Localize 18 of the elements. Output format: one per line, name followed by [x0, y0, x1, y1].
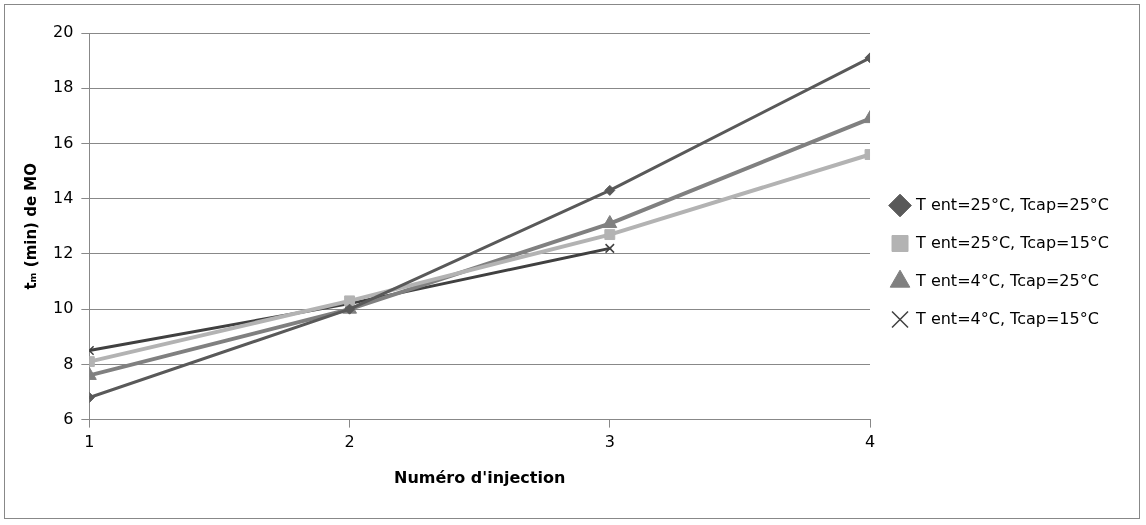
x-tick-label: 2: [344, 432, 355, 452]
y-tick-label: 20: [53, 22, 74, 42]
y-axis-title: tₘ (min) de MO: [21, 163, 40, 290]
y-tick-label: 12: [53, 243, 74, 263]
y-tick-label: 14: [53, 187, 74, 207]
x-tick-label: 1: [84, 432, 95, 452]
y-tick-label: 8: [63, 353, 74, 373]
x-tick-label: 4: [864, 432, 876, 452]
legend-label: T ent=4°C, Tcap=15°C: [915, 308, 1099, 328]
legend-label: T ent=25°C, Tcap=25°C: [915, 194, 1110, 214]
y-tick-label: 6: [63, 408, 74, 428]
x-axis-title: Numéro d'injection: [394, 467, 566, 487]
legend-label: T ent=25°C, Tcap=15°C: [915, 232, 1110, 252]
legend-label: T ent=4°C, Tcap=25°C: [915, 270, 1099, 290]
y-tick-label: 16: [53, 132, 74, 152]
y-tick-label: 18: [53, 77, 74, 97]
y-tick-label: 10: [53, 298, 74, 318]
x-tick-label: 3: [604, 432, 615, 452]
